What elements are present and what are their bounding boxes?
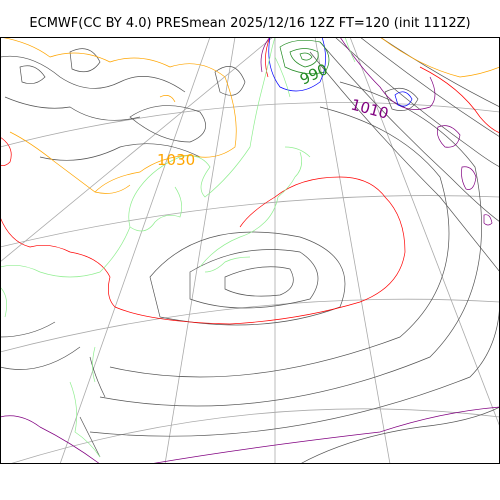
label-1010: 1010 <box>349 95 391 122</box>
isobar-line <box>4 96 141 121</box>
isobar-line <box>0 346 81 370</box>
map-title: ECMWF(CC BY 4.0) PRESmean 2025/12/16 12Z… <box>29 16 471 31</box>
isobar-line <box>379 37 500 108</box>
isobar-line <box>149 406 500 464</box>
meridian-line <box>349 37 500 428</box>
isobar-line <box>129 105 206 143</box>
coastlines <box>0 37 356 458</box>
label-990: 990 <box>297 60 331 88</box>
isobar-line <box>89 296 500 437</box>
isobar-line <box>99 81 482 407</box>
isobar-line <box>384 87 419 111</box>
isobar-line <box>359 37 500 138</box>
isobar-line <box>69 48 101 73</box>
isobar-line <box>299 406 500 464</box>
isobar-line <box>224 266 294 297</box>
graticule <box>0 37 500 464</box>
isobar-line <box>94 184 131 194</box>
coastline-taiwan <box>92 346 96 383</box>
meridian-line <box>0 37 274 263</box>
meridian-line <box>164 37 236 464</box>
isobar-line <box>0 37 237 193</box>
coastline-asia-mainland <box>0 37 276 278</box>
isobar-1030 <box>0 37 500 194</box>
isobar-line <box>0 55 186 93</box>
isobar-line <box>79 416 101 458</box>
parallel-line <box>0 298 500 353</box>
parallel-line <box>8 408 500 464</box>
coastline-kamchatka <box>344 37 356 63</box>
isobar-line <box>149 231 346 326</box>
coastline-sakhalin <box>274 56 291 98</box>
isobar-line <box>379 37 500 78</box>
isobars-grey <box>0 37 500 464</box>
isobar-line <box>461 166 477 190</box>
coastline-hokkaido <box>284 146 311 158</box>
isobar-line <box>279 40 330 74</box>
isobar-line <box>265 37 271 78</box>
isobar-line <box>0 415 101 464</box>
isobar-line <box>260 37 271 73</box>
isobar-990 <box>279 40 330 74</box>
isobar-line <box>419 66 500 134</box>
isobar-line <box>436 125 461 148</box>
isobar-line <box>39 143 201 161</box>
isobar-line <box>214 66 246 96</box>
isobar-line <box>289 48 319 68</box>
isobar-line <box>394 91 413 107</box>
coastline-se-asia <box>0 286 7 318</box>
isobar-line <box>159 95 176 103</box>
isobar-line <box>299 52 313 61</box>
isobar-line <box>109 106 450 378</box>
isobar-line <box>189 249 319 309</box>
isobar-line <box>268 37 326 92</box>
isobar-line <box>0 176 406 325</box>
isobar-line <box>334 37 500 168</box>
isobar-line <box>0 321 56 338</box>
isobar-line <box>483 214 493 226</box>
coastline-japan-south <box>204 256 251 273</box>
isobar-line <box>309 51 500 273</box>
label-1030: 1030 <box>157 151 195 169</box>
coastline-japan <box>199 151 302 268</box>
parallel-line <box>0 102 500 148</box>
isobar-line <box>19 65 46 84</box>
coastline-philippines <box>69 381 101 458</box>
isobar-line <box>0 136 12 166</box>
pressure-map: 1030 990 1010 <box>0 37 500 464</box>
isobar-line <box>319 41 500 223</box>
isobar-line <box>89 356 106 398</box>
meridian-line <box>314 37 391 464</box>
isobar-1020 <box>0 37 500 325</box>
coastline-korea <box>129 186 182 232</box>
meridian-line <box>59 37 211 464</box>
isobar-1000 <box>268 37 413 107</box>
parallel-line <box>0 195 500 248</box>
